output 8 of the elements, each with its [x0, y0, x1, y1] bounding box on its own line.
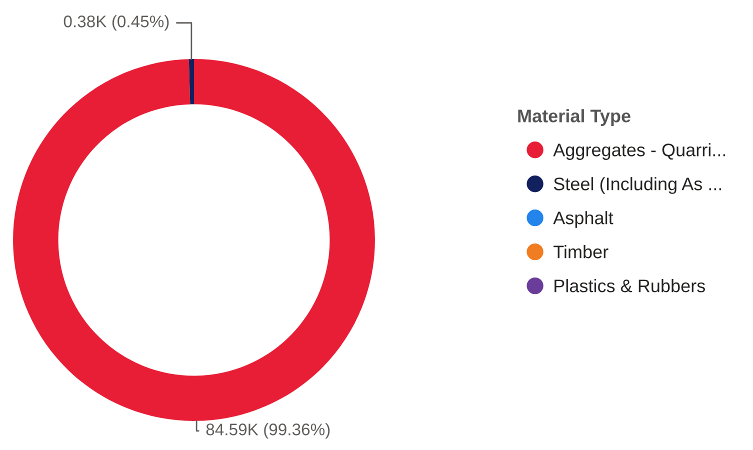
legend-label: Steel (Including As ... — [554, 177, 722, 194]
legend-label: Plastics & Rubbers — [554, 279, 705, 292]
legend-title: Material Type — [518, 109, 630, 126]
legend-label: Asphalt — [553, 211, 614, 228]
legend-label: Timber — [554, 245, 608, 258]
data-label: 0.38K (0.45%) — [64, 15, 169, 31]
legend-label: Aggregates - Quarri... — [553, 143, 726, 160]
data-label: 84.59K (99.36%) — [206, 423, 330, 439]
